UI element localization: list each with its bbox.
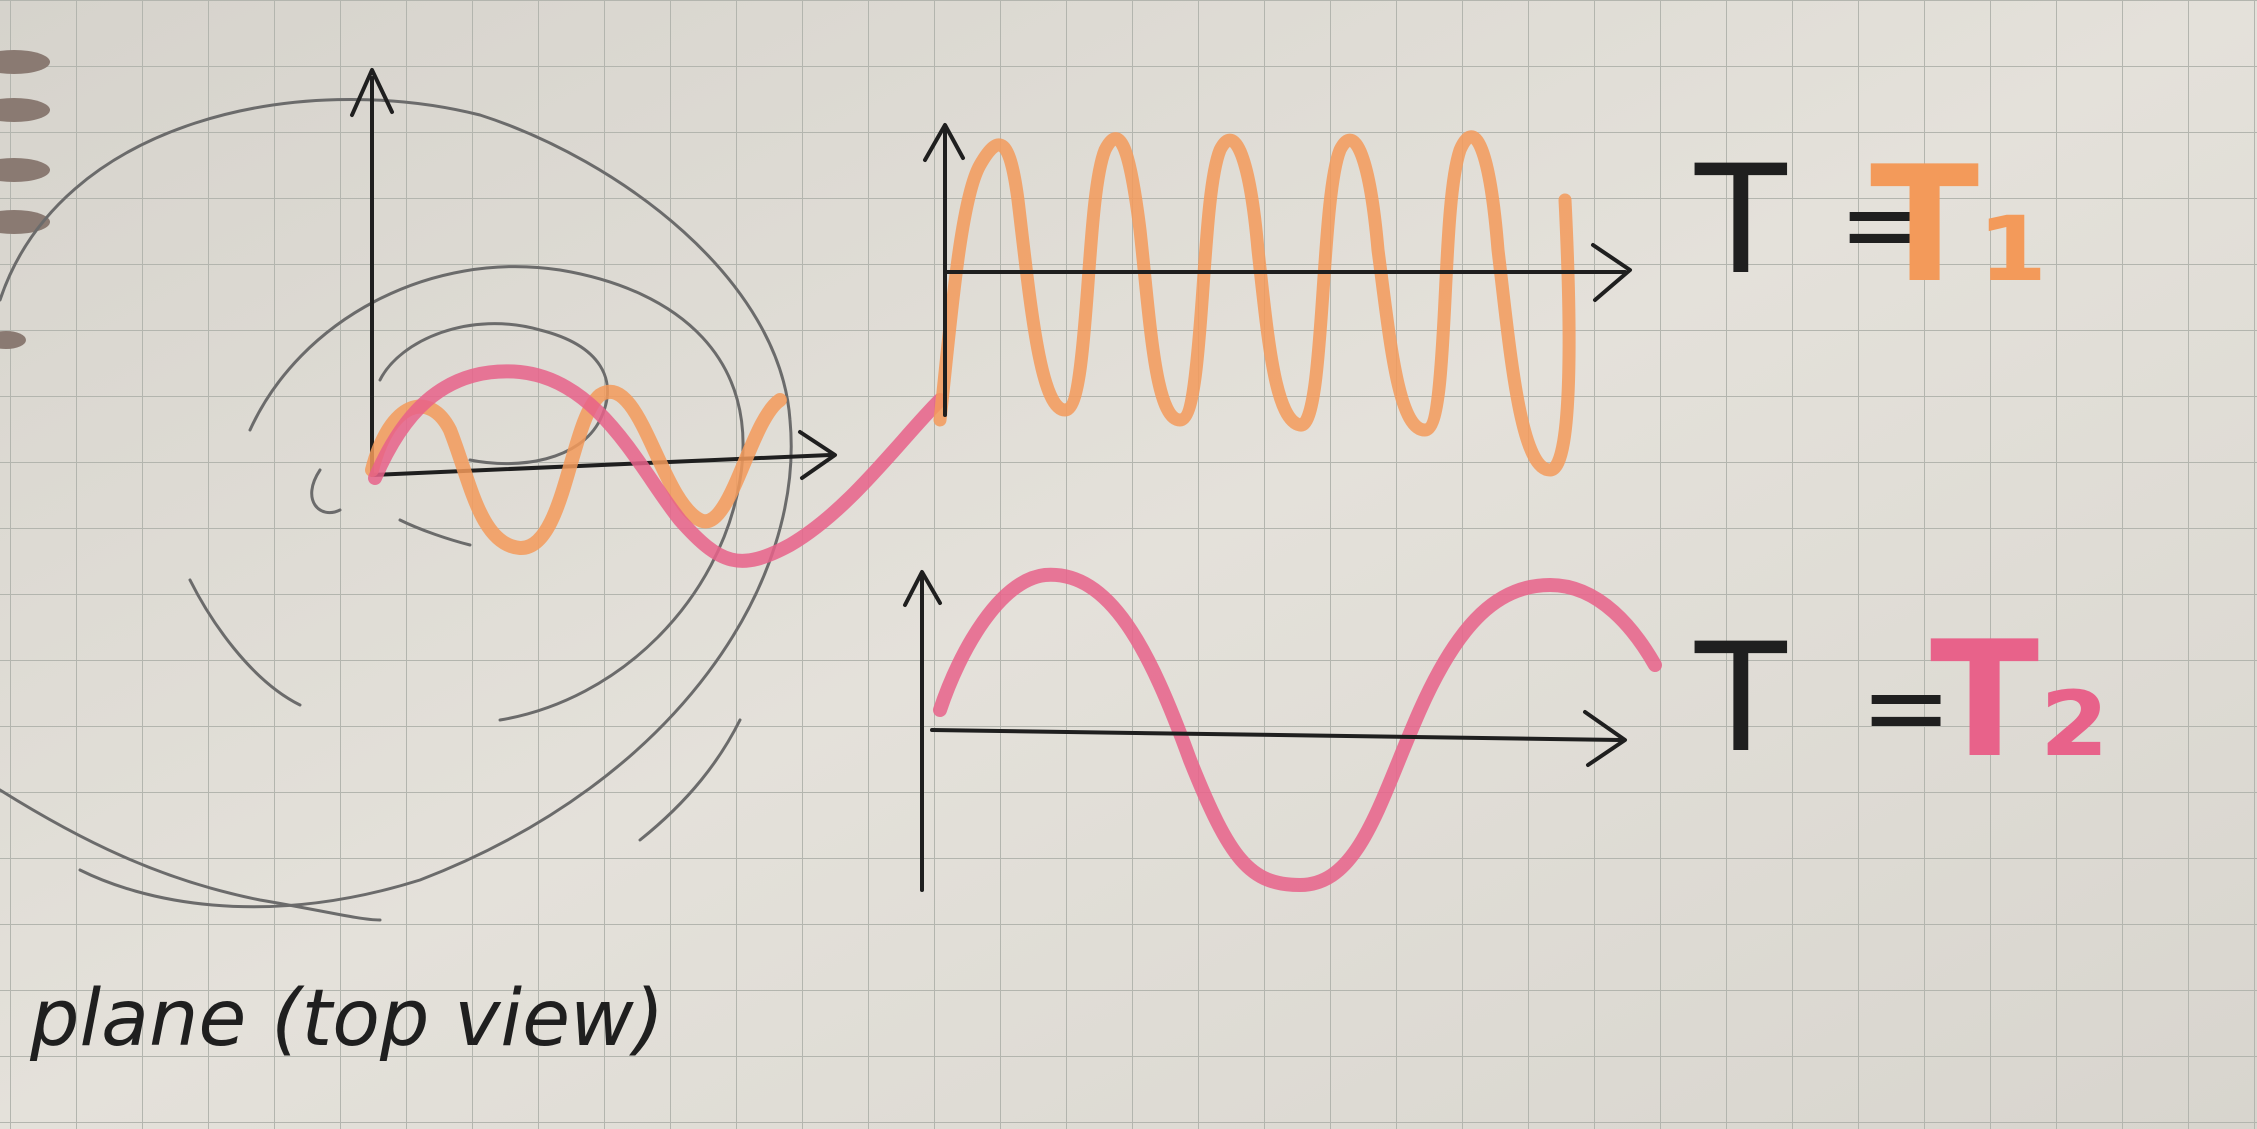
graph-t1-y-arrowhead (923, 123, 965, 162)
equation-t2-variable: T (1694, 612, 1788, 786)
equation-t1-value: T₁ (1870, 131, 2049, 318)
caption-plane-top-view: plane (top view) (29, 974, 664, 1064)
graph-t2-pink-wave (933, 567, 1662, 893)
graph-t2-x-axis (930, 728, 1622, 742)
plane-circles (0, 97, 793, 922)
graph-t2-x-arrowhead (1583, 710, 1627, 767)
graph-t2 (903, 567, 1662, 893)
equation-t2-equals: = (1860, 643, 1952, 771)
equation-t2-value: T₂ (1930, 606, 2109, 793)
left-x-arrowhead (798, 430, 837, 480)
equation-t1: T = T₁ (1694, 131, 2049, 318)
graph-t1-x-arrowhead (1591, 243, 1632, 302)
equation-t1-equals: = (1838, 160, 1930, 288)
equation-t1-variable: T (1694, 134, 1788, 308)
equation-t2: T = T₂ (1694, 606, 2109, 793)
graph-t1 (923, 123, 1632, 477)
left-orange-wave (365, 385, 787, 555)
graph-t2-y-arrowhead (903, 570, 942, 607)
left-pink-wave (368, 364, 947, 568)
left-y-arrowhead (350, 68, 394, 117)
graph-t1-orange-wave (933, 130, 1576, 477)
